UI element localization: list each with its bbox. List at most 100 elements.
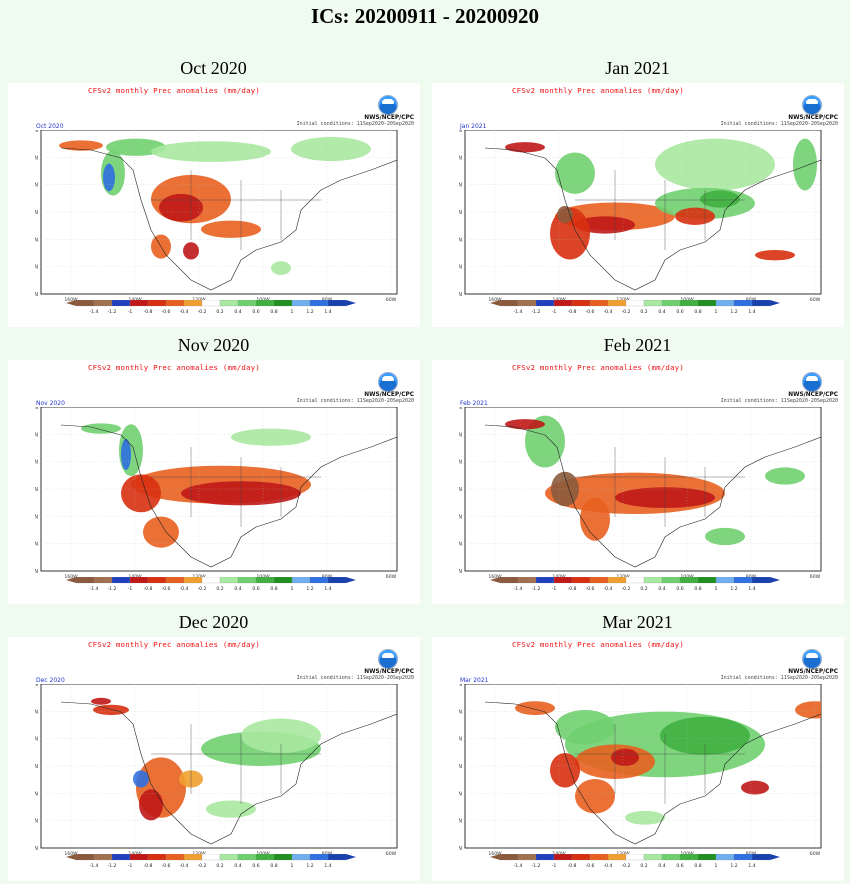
lat-tick-label: 70N [35,130,38,134]
precip-anomaly-map: 70N60N50N40N30N20N10N160W140W120W100W80W… [35,684,398,857]
lat-tick-label: 30N [35,237,38,243]
colorbar-tick-label: 0.4 [234,309,241,315]
page-title: ICs: 20200911 - 20200920 [310,4,540,28]
colorbar-tick-label: -0.2 [622,586,631,592]
initial-conditions-label: Initial conditions: 11Sep2020-20Sep2020 [720,675,838,681]
colorbar-tick-label: 1.4 [748,863,755,869]
colorbar-tick-label: 0.6 [676,586,683,592]
colorbar-tick-label: -1 [128,309,133,315]
colorbar-swatch [273,577,293,584]
colorbar-tick-label: 0.6 [676,863,683,869]
panel-title: Feb 2021 [603,335,672,355]
noaa-logo-icon [378,649,398,669]
colorbar-swatch [219,300,239,307]
map-title: CFSv2 monthly Prec anomalies (mm/day) [512,640,685,649]
lat-tick-label: 30N [35,514,38,520]
coastline [60,147,397,291]
colorbar-tick-label: -0.4 [180,586,189,592]
colorbar-swatch [147,854,167,861]
colorbar-tick-label: -1.4 [514,309,523,315]
lat-tick-label: 10N [35,292,38,298]
agency-label: NWS/NCEP/CPC [364,392,414,398]
colorbar-tick-label: -1 [128,586,133,592]
initial-conditions-label: Initial conditions: 11Sep2020-20Sep2020 [720,398,838,404]
colorbar-tick-label: 0.4 [234,863,241,869]
colorbar-tick-label: 0.2 [640,309,647,315]
colorbar-tick-label: -0.8 [568,586,577,592]
colorbar-tick-label: 0.6 [252,863,259,869]
colorbar-tick-label: 0.8 [694,863,701,869]
agency-label: NWS/NCEP/CPC [788,669,838,675]
colorbar-tick-label: -0.8 [144,309,153,315]
panel-title: Oct 2020 [180,58,247,78]
colorbar-tick-label: -0.8 [144,586,153,592]
colorbar-swatch [201,577,221,584]
colorbar-tick-label: 1 [291,863,294,869]
noaa-logo-icon [378,95,398,115]
coastline [484,147,821,291]
colorbar-swatch [75,577,95,584]
colorbar-tick-label: -0.2 [622,309,631,315]
colorbar-swatch [553,577,573,584]
colorbar-swatch [255,577,275,584]
colorbar-swatch [553,300,573,307]
colorbar-swatch [327,577,347,584]
state-borders [575,170,745,250]
state-borders [151,724,321,804]
colorbar-swatch [715,300,735,307]
colorbar-arrow-left [490,577,500,583]
anomaly-region [515,701,555,716]
anomaly-map-image: CFSv2 monthly Prec anomalies (mm/day) NWS… [8,360,420,604]
map-month-tag: Dec 2020 [36,677,65,684]
colorbar-legend: -1.4 -1.2 -1 -0.8 -0.6 -0.4 -0.2 0.2 0.4 0.6 0.8 1 1… [490,300,780,315]
anomaly-region [271,261,291,276]
colorbar-swatch [237,577,257,584]
colorbar-tick-label: -0.4 [180,309,189,315]
colorbar-legend: -1.4 -1.2 -1 -0.8 -0.6 -0.4 -0.2 0.2 0.4 0.6 0.8 1 1… [490,854,780,869]
noaa-logo-icon [802,372,822,392]
anomaly-region [625,810,665,825]
colorbar-tick-label: -0.6 [162,309,171,315]
colorbar-tick-label: -1 [552,586,557,592]
map-month-tag: Feb 2021 [460,400,488,407]
coastline [484,701,821,845]
colorbar-swatch [255,300,275,307]
precip-anomaly-map: 70N60N50N40N30N20N10N160W140W120W100W80W… [35,130,398,303]
colorbar-swatch [183,854,203,861]
anomaly-region [121,438,131,471]
colorbar-swatch [589,854,609,861]
colorbar-tick-label: 0.8 [270,309,277,315]
anomaly-region [700,190,740,208]
precip-anomaly-map: 70N60N50N40N30N20N10N160W140W120W100W80W… [35,407,398,580]
colorbar-tick-label: -1.4 [514,586,523,592]
colorbar-swatch [165,300,185,307]
anomaly-region [143,516,179,548]
colorbar-tick-label: -0.6 [162,586,171,592]
colorbar-tick-label: -0.4 [180,863,189,869]
colorbar-swatch [255,854,275,861]
colorbar-tick-label: -0.2 [198,309,207,315]
colorbar-swatch [273,300,293,307]
colorbar-swatch [183,577,203,584]
colorbar-tick-label: 1.4 [748,586,755,592]
colorbar-swatch [75,854,95,861]
colorbar-arrow-right [770,577,780,583]
colorbar-swatch [129,577,149,584]
lat-tick-label: 40N [35,764,38,770]
precip-anomaly-map: 70N60N50N40N30N20N10N160W140W120W100W80W… [459,407,822,580]
lat-tick-label: 60N [459,709,462,715]
colorbar-swatch [535,854,555,861]
lat-tick-label: 20N [35,265,38,271]
colorbar-swatch [535,300,555,307]
colorbar-swatch [75,300,95,307]
colorbar-swatch [625,300,645,307]
colorbar-swatch [535,577,555,584]
colorbar-swatch [643,854,663,861]
colorbar-tick-label: 0.6 [252,586,259,592]
lon-tick-label: 160W [64,574,78,580]
colorbar-arrow-right [346,854,356,860]
map-title: CFSv2 monthly Prec anomalies (mm/day) [512,86,685,95]
lat-tick-label: 40N [35,487,38,493]
colorbar-tick-label: 1 [291,309,294,315]
colorbar-swatch [93,300,113,307]
